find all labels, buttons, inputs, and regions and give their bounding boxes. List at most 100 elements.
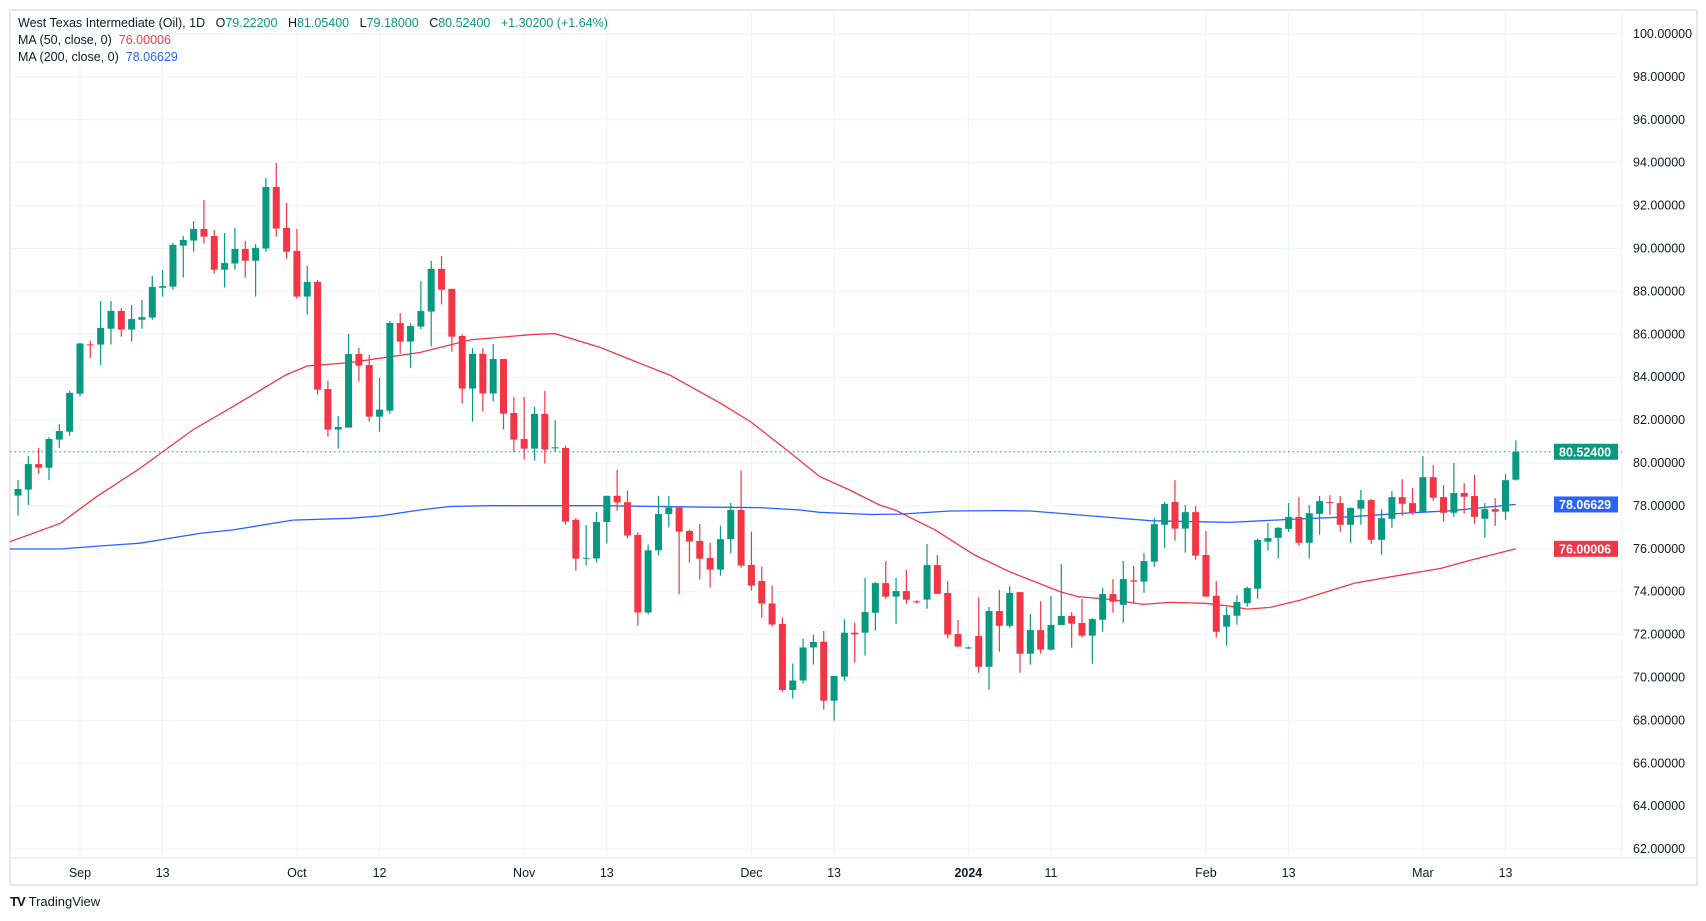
candle — [148, 275, 156, 320]
candle — [572, 517, 580, 571]
candle-body — [448, 288, 456, 337]
candle — [1130, 565, 1138, 604]
candle — [1181, 505, 1189, 553]
candle — [45, 437, 53, 481]
candle-body — [376, 409, 384, 417]
candle — [1243, 586, 1251, 607]
candle-body — [500, 358, 508, 414]
candle-body — [665, 507, 673, 515]
candle — [1109, 579, 1117, 613]
candle — [964, 646, 972, 649]
candle-body — [303, 281, 311, 297]
candle-body — [510, 413, 518, 440]
candle-body — [1450, 493, 1458, 513]
candle-body — [1212, 595, 1220, 632]
candle-body — [469, 353, 477, 389]
candle-body — [293, 250, 301, 297]
low-value: 79.18000 — [366, 16, 419, 30]
candle-body — [1119, 579, 1127, 605]
time-tick-label: Mar — [1412, 866, 1434, 880]
candle — [975, 597, 983, 673]
tradingview-logo[interactable]: TV TradingView — [10, 894, 100, 909]
candle-body — [851, 632, 859, 635]
candle-body — [221, 263, 229, 270]
candle-body — [623, 502, 631, 536]
candle — [1285, 503, 1293, 532]
candle-body — [954, 633, 962, 647]
legend-ohlc: West Texas Intermediate (Oil), 1D O79.22… — [18, 16, 608, 30]
time-tick-label: 13 — [156, 866, 170, 880]
candle — [840, 619, 848, 681]
candle — [500, 358, 508, 430]
candle-body — [747, 564, 755, 586]
candle — [644, 544, 652, 615]
candle — [634, 532, 642, 626]
candle — [995, 589, 1003, 652]
candle-body — [345, 354, 353, 428]
ma50-value: 76.00006 — [118, 33, 171, 47]
candle — [1481, 503, 1489, 538]
chart-frame — [9, 9, 1698, 886]
candle-body — [128, 319, 136, 330]
candle — [283, 203, 291, 259]
candle-body — [706, 558, 714, 570]
candle-body — [1429, 477, 1437, 498]
candle-body — [355, 354, 363, 366]
candle — [179, 236, 187, 278]
candle-body — [159, 286, 167, 288]
candle-body — [727, 509, 735, 540]
candle-body — [675, 507, 683, 532]
candle-body — [55, 431, 63, 440]
candle — [1026, 614, 1034, 665]
candle-body — [365, 364, 373, 417]
candle-body — [107, 310, 115, 329]
candle-body — [1130, 580, 1138, 582]
candle — [954, 620, 962, 647]
candle — [1471, 475, 1479, 524]
candle-body — [1502, 480, 1510, 512]
candle — [603, 495, 611, 544]
candle — [272, 162, 280, 237]
tradingview-logo-icon: TV — [10, 894, 26, 909]
candle-body — [1460, 493, 1468, 497]
candle — [159, 269, 167, 297]
candle — [892, 577, 900, 624]
candle-body — [716, 539, 724, 570]
candle-body — [592, 521, 600, 559]
candle — [169, 242, 177, 290]
price-tick-label: 92.00000 — [1633, 199, 1685, 213]
candle-body — [1006, 592, 1014, 626]
candle — [768, 585, 776, 627]
candle — [365, 354, 373, 422]
price-axis[interactable]: 100.00000 98.00000 96.00000 94.00000 92.0000… — [1633, 27, 1692, 856]
candle-body — [520, 438, 528, 449]
candle — [737, 470, 745, 568]
candles — [14, 162, 1520, 721]
symbol-title[interactable]: West Texas Intermediate (Oil), 1D — [18, 16, 206, 30]
legend-ma200[interactable]: MA (200, close, 0) 78.06629 — [18, 50, 178, 64]
candle — [1202, 530, 1210, 597]
candle — [1336, 496, 1344, 532]
candle — [293, 228, 301, 299]
candle — [14, 479, 22, 516]
candle-body — [1057, 615, 1065, 625]
candle-body — [66, 392, 74, 432]
time-tick-label: 11 — [1045, 866, 1058, 880]
candle-body — [758, 580, 766, 604]
candle — [1347, 507, 1355, 543]
candle — [417, 280, 425, 330]
candle — [1326, 495, 1334, 515]
legend-ma50[interactable]: MA (50, close, 0) 76.00006 — [18, 33, 171, 47]
candle-body — [582, 557, 590, 559]
candle — [1223, 606, 1231, 646]
candle — [531, 407, 538, 461]
time-axis[interactable]: Sep 13 Oct 12 Nov 13 Dec 13 2024 11 Feb 13 Mar 13 — [69, 866, 1513, 880]
candle — [190, 221, 198, 252]
candle — [138, 299, 146, 329]
candle-body — [789, 680, 797, 690]
candle-body — [1367, 500, 1375, 540]
candle-body — [14, 488, 22, 496]
candle — [303, 265, 311, 315]
candle — [758, 566, 766, 618]
